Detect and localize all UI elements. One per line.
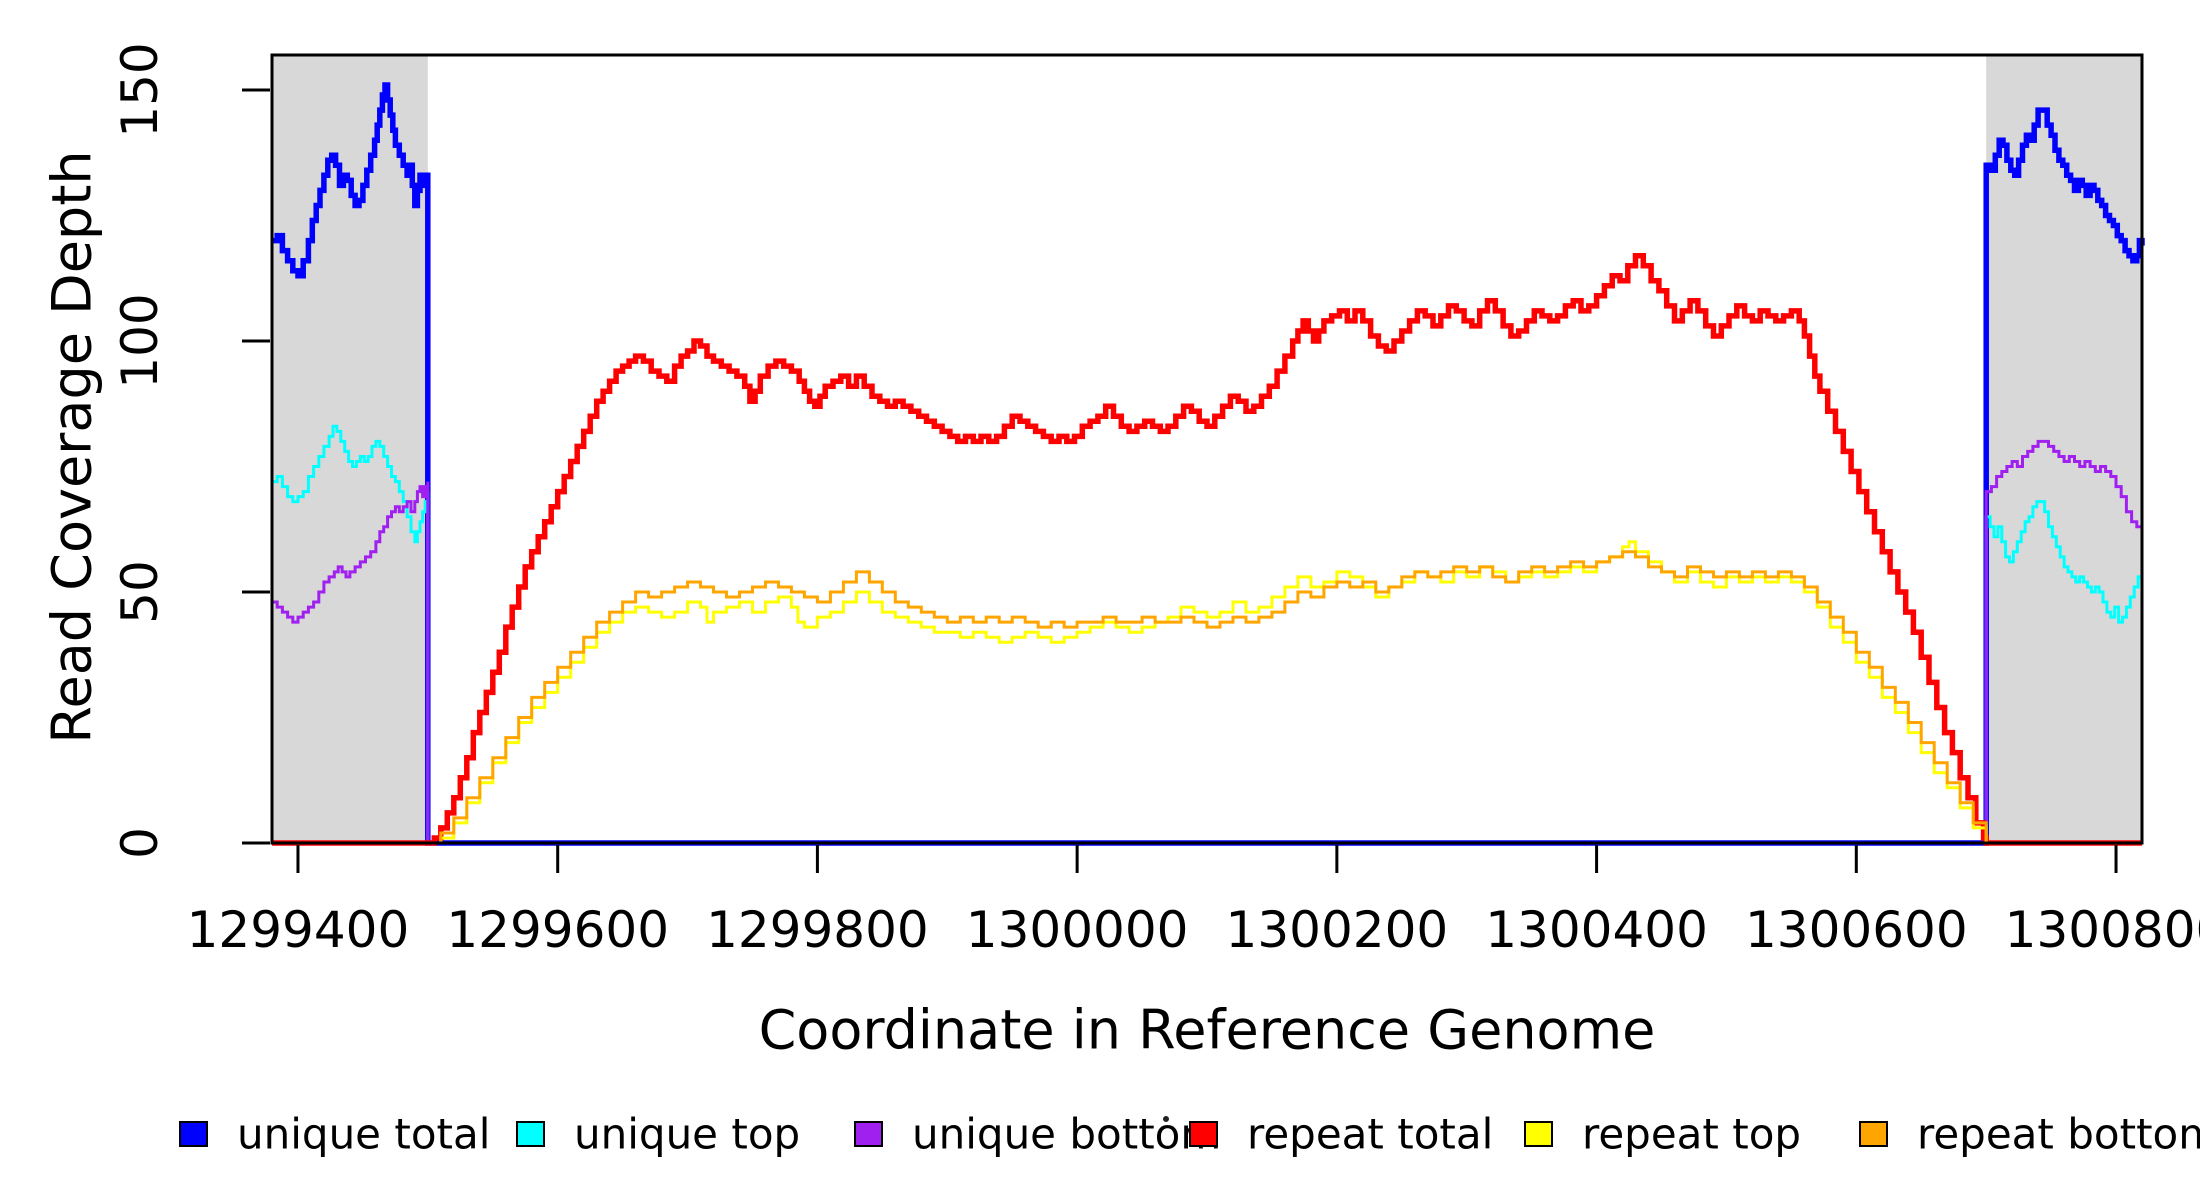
legend-item-repeat-top: repeat top: [1524, 1110, 1801, 1159]
plot-border-box: [270, 53, 2144, 845]
x-axis-tick-label: 1300200: [1226, 901, 1449, 959]
x-axis-tick-label: 1299400: [187, 901, 410, 959]
x-axis-tick-label: 1300600: [1745, 901, 1968, 959]
x-axis-tick-label: 1299600: [446, 901, 669, 959]
x-axis: 1299400 1299600 1299800 1300000 1300200 13004…: [187, 845, 2200, 959]
series-lines: [272, 82, 2145, 846]
y-axis-tick-label: 50: [111, 560, 169, 624]
legend-swatch: [854, 1121, 883, 1147]
y-axis-title: Read Coverage Depth: [41, 150, 104, 743]
legend-swatch: [1189, 1121, 1218, 1147]
legend-label: unique total: [237, 1110, 490, 1159]
stray-dot: [1163, 1116, 1169, 1122]
series-line-unique-bottom: [272, 439, 2142, 845]
legend-item-unique-top: unique top: [516, 1110, 800, 1159]
series-line-unique-total: [272, 82, 2145, 846]
series-line-repeat-bottom: [272, 550, 2142, 845]
legend-swatch: [516, 1121, 545, 1147]
x-axis-tick-label: 1300000: [966, 901, 1189, 959]
legend-label: unique bottom: [912, 1110, 1221, 1159]
series-line-repeat-top: [272, 540, 2142, 845]
legend-item-unique-bottom: unique bottom: [854, 1110, 1221, 1159]
legend-label: repeat bottom: [1917, 1110, 2200, 1159]
shaded-region-right: [1986, 56, 2142, 842]
legend-item-repeat-bottom: repeat bottom: [1859, 1110, 2200, 1159]
y-axis-tick-label: 100: [111, 293, 169, 388]
legend-label: repeat top: [1582, 1110, 1801, 1159]
x-axis-tick-label: 1299800: [706, 901, 929, 959]
legend-swatch: [1524, 1121, 1553, 1147]
legend-item-unique-total: unique total: [179, 1110, 490, 1159]
legend-swatch: [1859, 1121, 1888, 1147]
legend-label: unique top: [574, 1110, 800, 1159]
series-line-repeat-total: [272, 252, 2142, 846]
y-axis-tick-label: 150: [111, 42, 169, 137]
x-axis-title: Coordinate in Reference Genome: [759, 999, 1656, 1062]
legend-label: repeat total: [1247, 1110, 1493, 1159]
legend: unique total unique top unique bottom repea…: [179, 1110, 2200, 1159]
y-axis-tick-label: 0: [111, 827, 169, 859]
legend-swatch: [179, 1121, 208, 1147]
x-axis-tick-label: 1300400: [1485, 901, 1708, 959]
y-axis: 0 50 100 150: [111, 42, 270, 859]
legend-item-repeat-total: repeat total: [1189, 1110, 1493, 1159]
